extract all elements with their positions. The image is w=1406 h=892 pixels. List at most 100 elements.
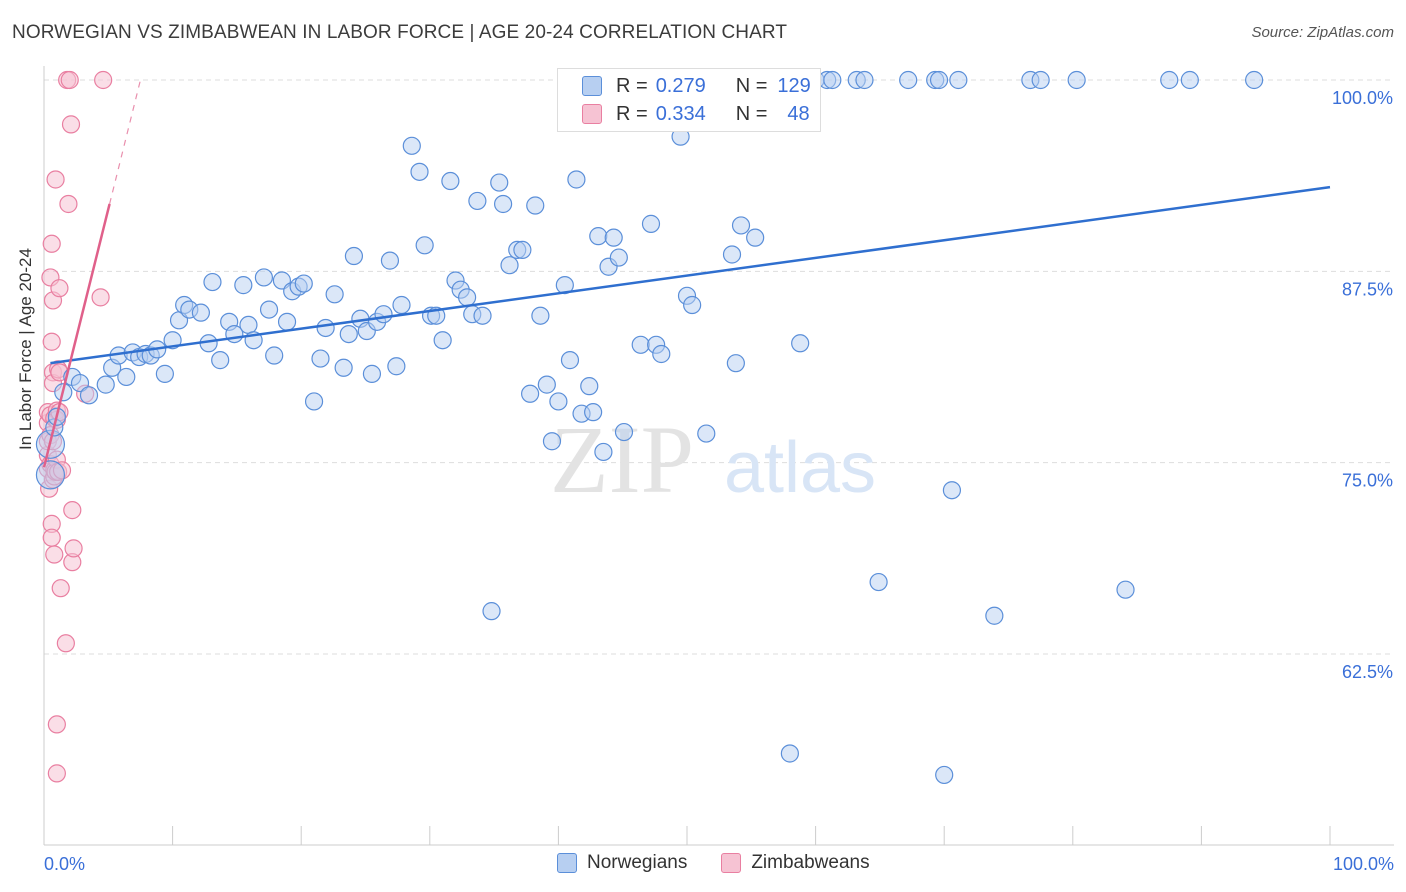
norwegians-point [609,248,628,267]
norwegians-point [631,335,650,354]
norwegians-point [549,392,568,411]
zimbabweans-point [42,332,61,351]
norwegians-point [294,274,313,293]
zimbabweans-point [46,170,65,189]
bottom-legend-norwegians: Norwegians [587,852,688,873]
legend-swatch-pink [582,104,602,124]
norwegians-point [526,196,545,215]
norwegians-point [589,227,608,246]
norwegians-point [468,191,487,211]
zimbabweans-point [56,634,75,653]
norwegians-point [683,295,702,315]
norwegians-point [949,70,968,90]
norwegians-point [211,351,230,370]
norwegians-point [410,162,429,181]
norwegians-point [746,228,765,247]
norwegians-point [387,357,406,376]
norwegians-point [155,364,174,383]
norwegians-point [935,765,954,785]
norwegians-point [726,354,745,373]
norwegians-point [96,375,115,394]
norwegians-point [334,358,353,377]
zimbabweans-point [47,715,66,734]
norwegians-point [542,432,562,451]
norwegians-point [855,70,874,90]
norwegians-point [494,194,513,214]
legend-n-value: 129 [777,74,811,97]
norwegians-point [521,384,540,403]
x-tick-labels: 0.0% 100.0% [44,854,1394,874]
y-axis-label-wrap: In Labor Force | Age 20-24 [16,248,36,450]
norwegians-point [580,377,599,396]
norwegians-trend-line [50,185,1331,365]
norwegians-point [374,305,393,324]
norwegians-point [1031,70,1050,90]
norwegians-point [531,306,550,325]
zimbabweans-point [94,70,113,90]
y-tick-label: 87.5% [1342,279,1393,299]
legend-row-zimbabweans: R = 0.334 N = 48 [582,100,810,128]
zimbabweans-point [60,70,79,90]
norwegians-point [362,364,382,383]
norwegians-point [311,349,330,368]
norwegians-point [584,403,603,422]
norwegians-point [191,303,210,322]
norwegians-point [500,256,519,275]
norwegians-point [239,315,258,335]
norwegians-point [513,240,532,260]
y-tick-labels: 100.0% 87.5% 75.0% 62.5% [1332,88,1393,682]
norwegians-point [652,344,671,364]
norwegians-point [899,70,918,90]
watermark-atlas: atlas [724,428,876,508]
zimbabweans-point [91,288,110,307]
norwegians-point [402,136,421,155]
norwegians-point [823,70,842,90]
y-tick-label: 62.5% [1342,662,1393,682]
zimbabweans-trend-extension [109,79,142,205]
y-axis-label: In Labor Force | Age 20-24 [16,248,35,450]
bottom-legend: Norwegians Zimbabweans [557,852,870,874]
norwegians-point [344,246,364,266]
y-tick-label: 100.0% [1332,88,1393,108]
norwegians-point [304,392,324,411]
norwegians-point [415,236,434,255]
norwegians-point [791,334,810,353]
legend-box: R = 0.279 N = 129 R = 0.334 N = 48 [557,68,821,132]
norwegians-point [259,300,279,319]
norwegians-point [697,424,716,443]
norwegians-point [325,285,344,304]
bottom-legend-swatch-blue [557,853,577,873]
grid-lines [44,79,1394,655]
norwegians-point [614,422,634,442]
norwegians-point [254,268,274,287]
norwegians-point [1116,580,1135,599]
norwegians-point [1067,70,1086,90]
norwegians-point [441,171,460,191]
norwegians-point [537,375,556,394]
zimbabweans-point [45,545,64,564]
source-label: Source: ZipAtlas.com [1251,24,1394,41]
zimbabweans-point [63,501,82,520]
zimbabweans-point [42,528,61,547]
norwegians-point [234,276,253,295]
norwegians-point [380,251,400,270]
axes [43,66,1394,846]
legend-r-value: 0.334 [655,102,706,125]
zimbabweans-point [59,194,78,214]
legend-r-value: 0.279 [655,74,706,97]
legend-n-label: N = [735,102,768,125]
norwegians-point [490,173,509,192]
norwegians-point [985,606,1004,625]
norwegians-point [79,386,99,405]
norwegians-point [482,602,501,621]
legend-r-label: R = [616,74,648,97]
x-tick-label-right: 100.0% [1333,854,1394,874]
zimbabweans-point [61,115,81,134]
bottom-legend-zimbabweans: Zimbabweans [751,852,870,873]
bottom-legend-swatch-pink [721,853,742,873]
norwegians-point [641,214,661,233]
norwegians-point [594,442,613,462]
norwegians-point [117,367,136,387]
norwegians-point [70,373,90,393]
